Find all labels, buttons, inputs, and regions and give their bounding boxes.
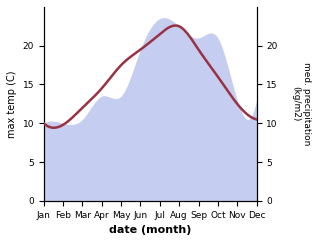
X-axis label: date (month): date (month) <box>109 225 191 235</box>
Y-axis label: max temp (C): max temp (C) <box>7 70 17 138</box>
Y-axis label: med. precipitation
(kg/m2): med. precipitation (kg/m2) <box>292 62 311 145</box>
